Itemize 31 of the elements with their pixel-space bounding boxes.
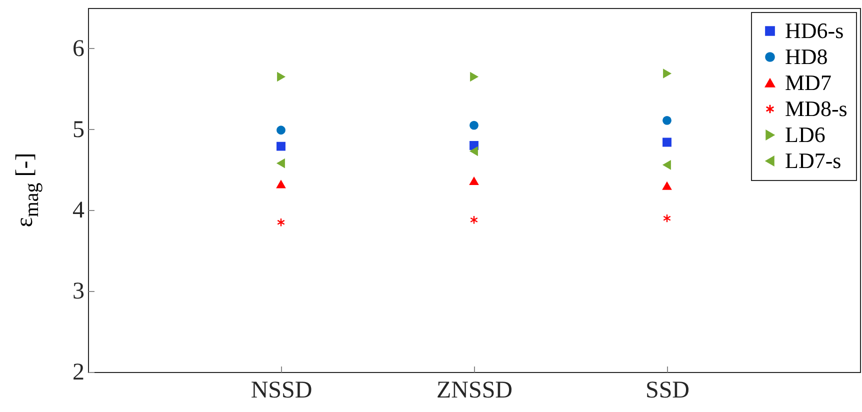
point (276, 126, 286, 135)
x-tick-label: NSSD (250, 378, 312, 404)
legend-label: MD7 (785, 70, 832, 95)
x-tick-label: SSD (645, 378, 690, 404)
point (470, 146, 478, 156)
y-tick-label: 4 (72, 198, 84, 224)
point (470, 72, 478, 82)
y-tick-label: 6 (72, 36, 84, 62)
point (276, 180, 286, 188)
y-tick-label: 3 (72, 278, 84, 305)
point (277, 158, 285, 168)
point (663, 214, 671, 223)
x-tick-label: ZNSSD (436, 378, 513, 404)
legend-label: HD8 (785, 44, 828, 69)
legend-label: MD8-s (785, 96, 848, 121)
point (662, 138, 672, 147)
point (276, 142, 286, 151)
point (662, 182, 672, 190)
point (662, 116, 672, 125)
point (470, 120, 478, 130)
legend-label: HD6-s (785, 18, 844, 43)
point (277, 72, 285, 82)
point (663, 69, 671, 78)
point (277, 218, 285, 227)
point (663, 160, 671, 170)
legend-label: LD7-s (785, 148, 842, 173)
point (470, 215, 478, 224)
y-tick-label: 2 (72, 360, 84, 386)
y-tick-label: 5 (72, 116, 84, 143)
legend-label: LD6 (785, 122, 826, 147)
point (470, 177, 478, 186)
